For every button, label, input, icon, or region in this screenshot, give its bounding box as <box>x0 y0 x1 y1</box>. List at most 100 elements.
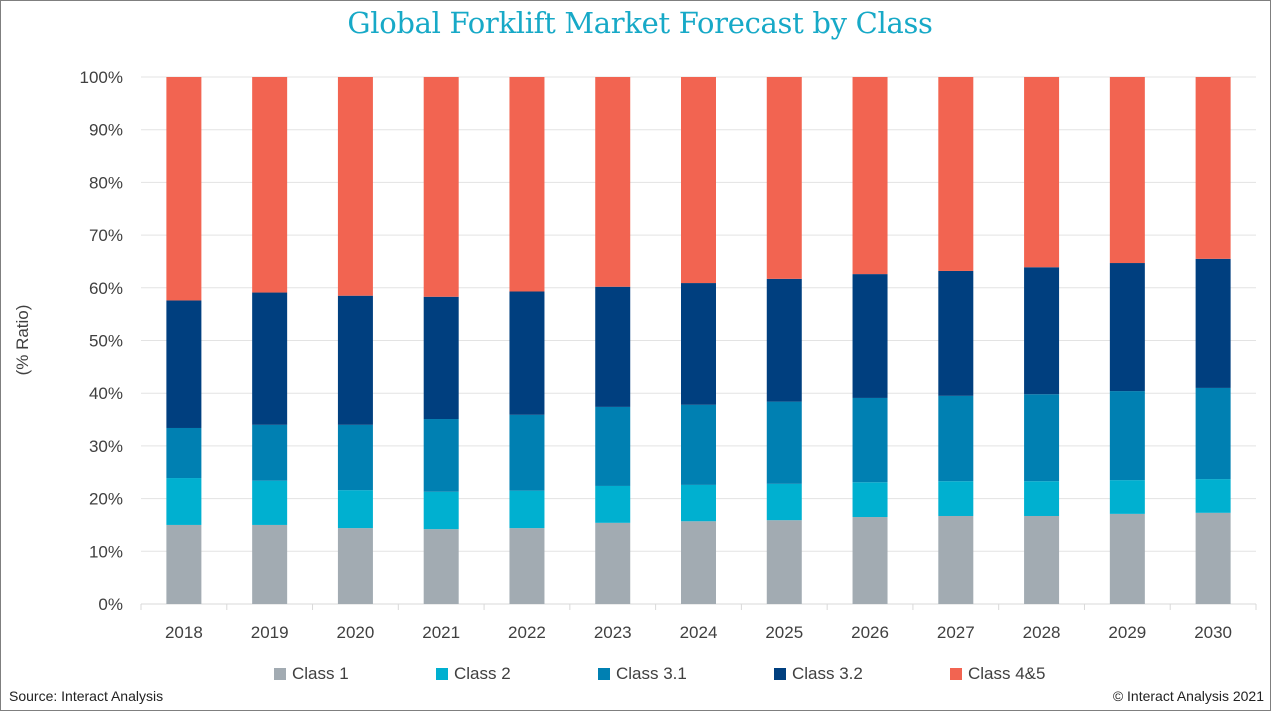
y-tick-label: 70% <box>89 226 123 245</box>
legend-label: Class 4&5 <box>968 664 1046 683</box>
x-tick-label: 2023 <box>594 623 632 642</box>
y-tick-label: 80% <box>89 173 123 192</box>
bar-class-3-1-2020 <box>337 424 373 491</box>
bar-class-1-2020 <box>337 528 373 604</box>
legend-label: Class 2 <box>454 664 511 683</box>
bar-class-1-2027 <box>938 515 974 604</box>
bar-class-3-2-2023 <box>595 286 631 407</box>
bar-class-4-5-2019 <box>252 77 288 293</box>
y-axis-ticks: 0% 10% 20% 30% 40% 50% 60% 70% 80% 90% 100% <box>80 68 123 614</box>
bar-class-2-2026 <box>852 482 888 518</box>
x-tick-label: 2021 <box>422 623 460 642</box>
bar-class-2-2021 <box>423 491 459 530</box>
bar-class-3-2-2019 <box>252 292 288 425</box>
bar-class-1-2023 <box>595 522 631 604</box>
legend-item: Class 1 <box>274 664 349 684</box>
x-tick-label: 2024 <box>680 623 718 642</box>
bar-class-4-5-2029 <box>1109 77 1145 264</box>
x-tick-label: 2025 <box>765 623 803 642</box>
bar-class-3-2-2025 <box>766 278 802 402</box>
legend-label: Class 3.1 <box>616 664 687 683</box>
bar-class-1-2022 <box>509 528 545 604</box>
bar-class-4-5-2018 <box>166 77 202 301</box>
bars <box>166 77 1231 604</box>
x-tick-label: 2026 <box>851 623 889 642</box>
bar-class-4-5-2022 <box>509 77 545 292</box>
y-tick-label: 100% <box>80 68 123 87</box>
bar-class-3-2-2030 <box>1195 258 1231 388</box>
bar-class-2-2030 <box>1195 479 1231 513</box>
bar-class-3-2-2026 <box>852 274 888 398</box>
y-axis-label: (% Ratio) <box>13 305 32 376</box>
x-tick-label: 2030 <box>1194 623 1232 642</box>
bar-class-2-2024 <box>681 484 716 522</box>
bar-class-3-1-2018 <box>166 427 202 479</box>
bar-class-3-1-2029 <box>1109 391 1145 481</box>
legend-label: Class 1 <box>292 664 349 683</box>
legend-swatch <box>274 668 286 680</box>
bar-class-4-5-2027 <box>938 77 974 271</box>
bar-class-3-2-2029 <box>1109 263 1145 392</box>
bar-class-3-1-2028 <box>1024 394 1060 482</box>
x-tick-label: 2028 <box>1023 623 1061 642</box>
bar-class-4-5-2020 <box>337 77 373 296</box>
bar-class-3-1-2019 <box>252 424 288 481</box>
bar-class-3-1-2024 <box>681 404 716 485</box>
bar-class-1-2019 <box>252 524 288 604</box>
y-tick-label: 50% <box>89 332 123 351</box>
bar-class-2-2019 <box>252 480 288 525</box>
y-tick-label: 10% <box>89 542 123 561</box>
bar-class-3-2-2022 <box>509 291 545 415</box>
legend-item: Class 2 <box>436 664 511 684</box>
legend-swatch <box>774 668 786 680</box>
bar-class-2-2028 <box>1024 481 1060 516</box>
y-tick-label: 0% <box>98 595 123 614</box>
bar-class-3-1-2022 <box>509 414 545 491</box>
bar-class-3-1-2023 <box>595 406 631 486</box>
bar-class-1-2030 <box>1195 512 1231 604</box>
bar-class-1-2029 <box>1109 513 1145 604</box>
copyright-note: © Interact Analysis 2021 <box>1112 688 1264 704</box>
x-tick-label: 2019 <box>251 623 289 642</box>
bar-class-2-2022 <box>509 490 545 529</box>
y-tick-label: 60% <box>89 279 123 298</box>
bar-class-3-2-2021 <box>423 296 459 420</box>
source-note: Source: Interact Analysis <box>9 688 164 704</box>
bar-class-3-1-2025 <box>766 401 802 484</box>
x-tick-label: 2022 <box>508 623 546 642</box>
x-tick-label: 2020 <box>337 623 375 642</box>
x-tick-label: 2029 <box>1108 623 1146 642</box>
bar-class-3-2-2024 <box>681 283 716 405</box>
bar-class-2-2020 <box>337 490 373 529</box>
bar-class-3-2-2028 <box>1024 267 1060 395</box>
bar-class-3-1-2027 <box>938 395 974 482</box>
legend-item: Class 3.1 <box>598 664 687 684</box>
y-tick-label: 30% <box>89 437 123 456</box>
bar-class-4-5-2021 <box>423 77 459 297</box>
bar-class-4-5-2026 <box>852 77 888 275</box>
bar-class-1-2025 <box>766 520 802 604</box>
bar-class-1-2026 <box>852 517 888 604</box>
bar-class-3-1-2030 <box>1195 387 1231 480</box>
legend-swatch <box>950 668 962 680</box>
bar-class-4-5-2028 <box>1024 77 1060 268</box>
bar-class-3-2-2020 <box>337 295 373 425</box>
bar-class-2-2018 <box>166 478 202 525</box>
x-tick-label: 2018 <box>165 623 203 642</box>
bar-class-3-1-2026 <box>852 397 888 483</box>
legend-item: Class 4&5 <box>950 664 1045 684</box>
bar-class-4-5-2024 <box>681 77 716 284</box>
y-tick-label: 90% <box>89 121 123 140</box>
bar-class-4-5-2025 <box>766 77 802 279</box>
legend-label: Class 3.2 <box>792 664 863 683</box>
bar-class-2-2023 <box>595 485 631 523</box>
bar-class-3-1-2021 <box>423 419 459 492</box>
bar-class-1-2024 <box>681 521 716 604</box>
bar-class-1-2021 <box>423 529 459 604</box>
y-tick-label: 40% <box>89 384 123 403</box>
bar-class-1-2018 <box>166 524 202 604</box>
bar-class-2-2025 <box>766 483 802 521</box>
legend-swatch <box>436 668 448 680</box>
